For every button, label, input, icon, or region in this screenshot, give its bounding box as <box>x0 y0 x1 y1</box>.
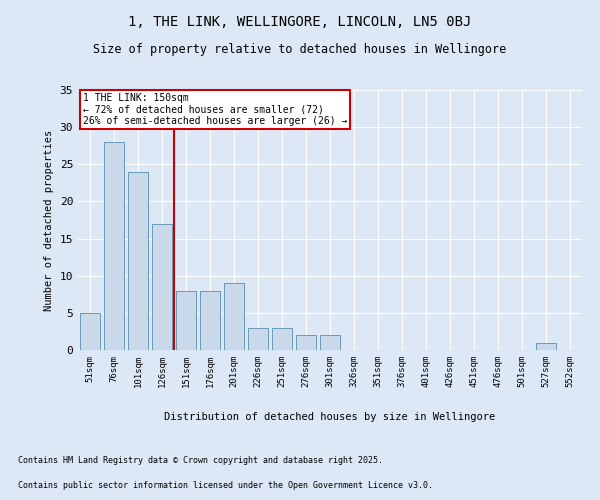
Bar <box>248 328 268 350</box>
Text: Contains HM Land Registry data © Crown copyright and database right 2025.: Contains HM Land Registry data © Crown c… <box>18 456 383 465</box>
Bar <box>104 142 124 350</box>
Text: Size of property relative to detached houses in Wellingore: Size of property relative to detached ho… <box>94 42 506 56</box>
Bar <box>320 335 340 350</box>
Bar <box>296 335 316 350</box>
Text: 1 THE LINK: 150sqm
← 72% of detached houses are smaller (72)
26% of semi-detache: 1 THE LINK: 150sqm ← 72% of detached hou… <box>83 92 347 126</box>
Bar <box>224 283 244 350</box>
Text: Distribution of detached houses by size in Wellingore: Distribution of detached houses by size … <box>164 412 496 422</box>
Bar <box>152 224 172 350</box>
Text: 1, THE LINK, WELLINGORE, LINCOLN, LN5 0BJ: 1, THE LINK, WELLINGORE, LINCOLN, LN5 0B… <box>128 15 472 29</box>
Bar <box>128 172 148 350</box>
Bar <box>80 313 100 350</box>
Y-axis label: Number of detached properties: Number of detached properties <box>44 130 54 310</box>
Bar <box>200 290 220 350</box>
Bar <box>272 328 292 350</box>
Bar <box>536 342 556 350</box>
Text: Contains public sector information licensed under the Open Government Licence v3: Contains public sector information licen… <box>18 481 433 490</box>
Bar <box>176 290 196 350</box>
